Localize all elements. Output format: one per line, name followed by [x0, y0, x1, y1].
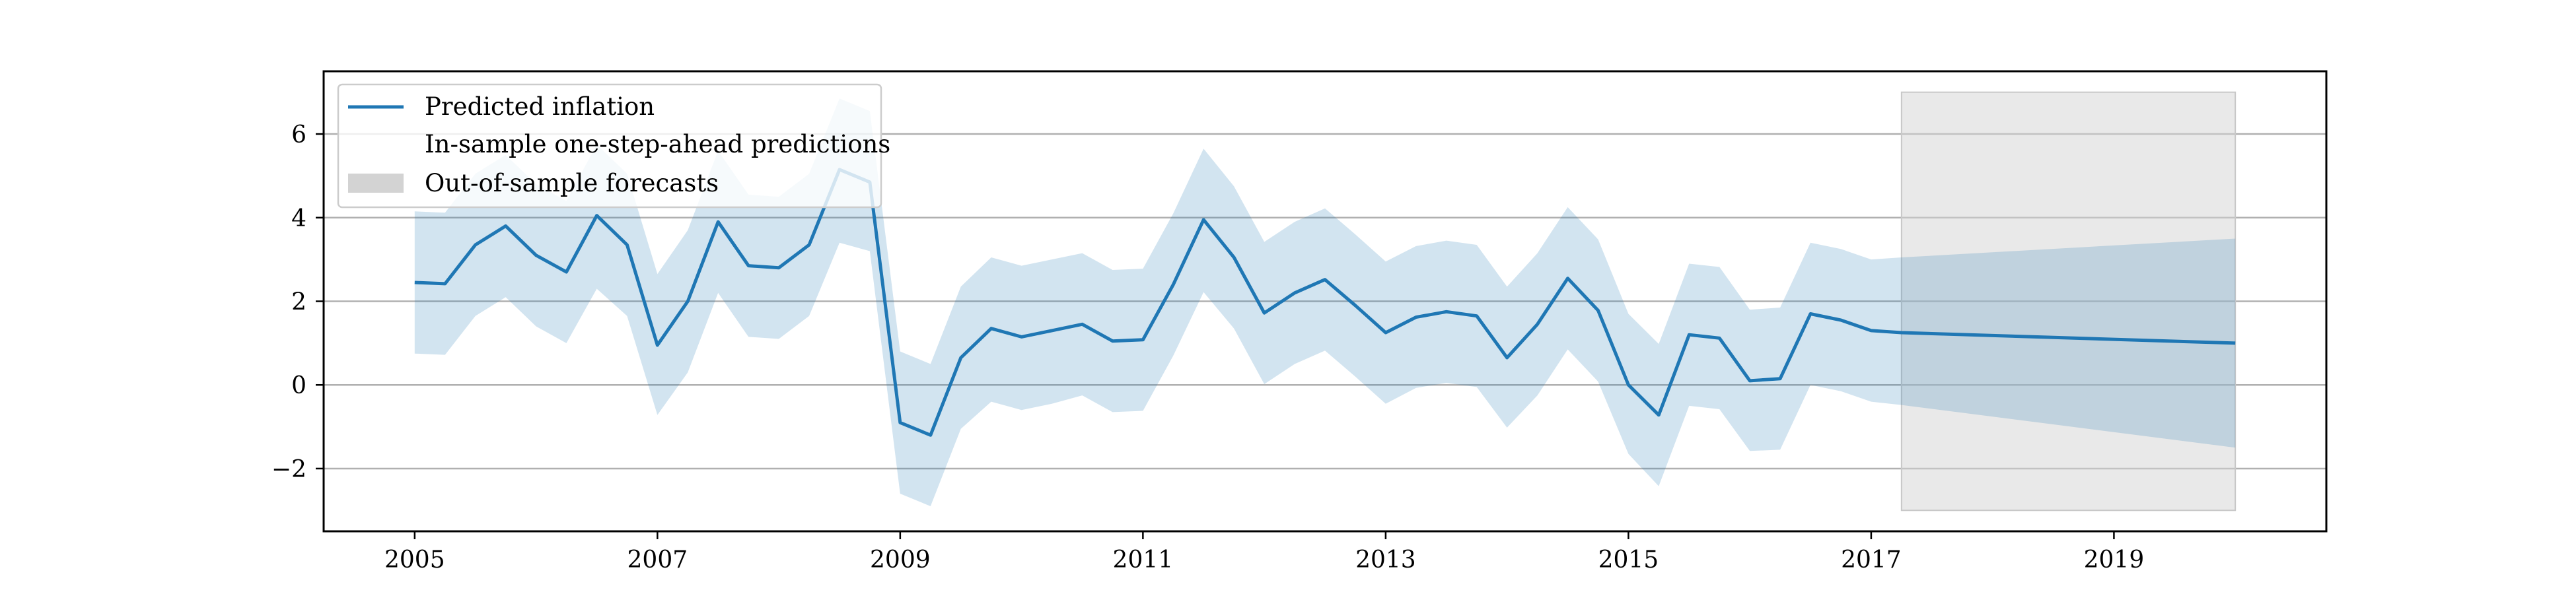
x-tick-label-7: 2019: [2084, 546, 2145, 574]
legend-label-forecasts: Out-of-sample forecasts: [425, 169, 719, 197]
x-tick-label-0: 2005: [384, 546, 445, 574]
x-tick-label-3: 2011: [1113, 546, 1174, 574]
legend-label-in-sample: In-sample one-step-ahead predictions: [425, 130, 890, 158]
y-tick-label-1: 0: [291, 372, 306, 399]
axes: 2005 2007 2009 2011 2013 2015 2017 2019 −2 0 2 4 6: [271, 70, 2328, 574]
legend-patch-swatch: [348, 174, 404, 193]
legend-frame: [337, 83, 882, 209]
y-tick-label-4: 6: [291, 121, 306, 148]
x-tick-label-2: 2009: [870, 546, 931, 574]
y-tick-label-3: 4: [291, 205, 306, 232]
x-tick-label-6: 2017: [1841, 546, 1902, 574]
y-tick-label-0: −2: [271, 456, 306, 483]
legend: Predicted inflation In-sample one-step-a…: [337, 83, 890, 209]
x-tick-label-4: 2013: [1355, 546, 1416, 574]
x-tick-label-1: 2007: [627, 546, 688, 574]
x-tick-label-5: 2015: [1598, 546, 1659, 574]
legend-label-predicted: Predicted inflation: [425, 92, 655, 121]
forecast-region: [1900, 91, 2236, 512]
predicted-inflation-line: [414, 168, 2236, 437]
y-tick-label-2: 2: [291, 289, 306, 316]
